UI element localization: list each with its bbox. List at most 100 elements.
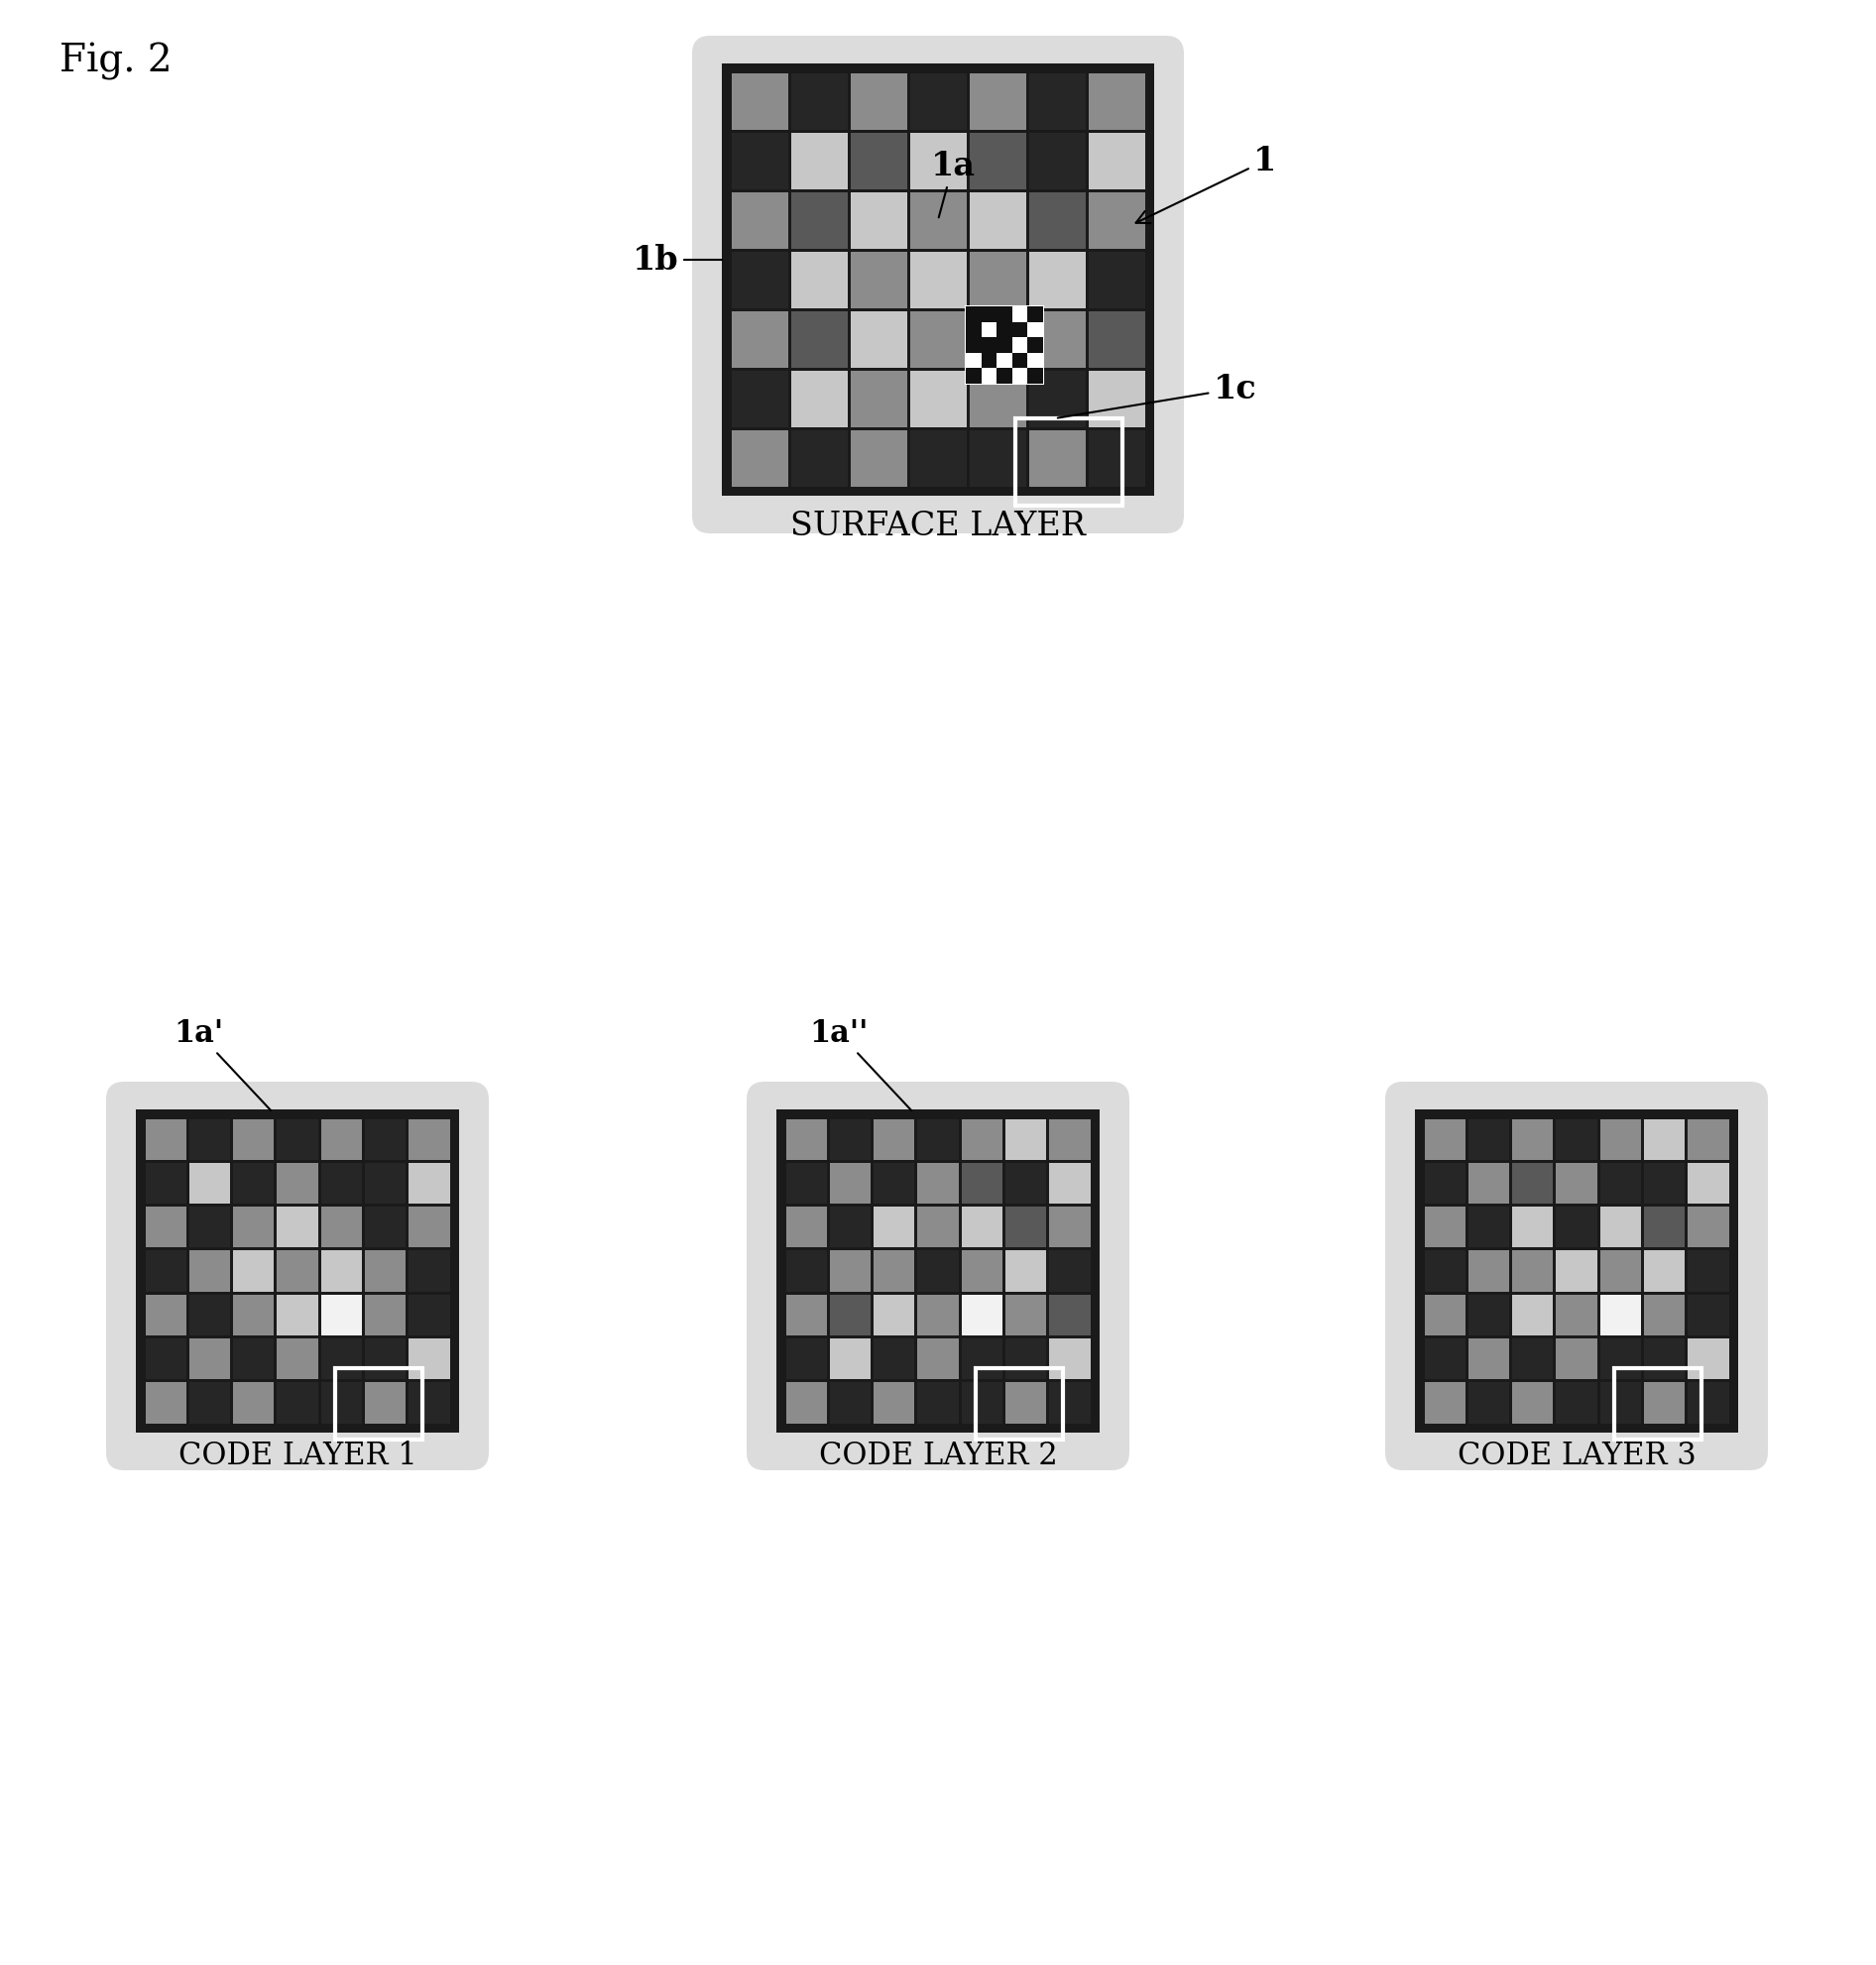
Bar (321, 1120, 362, 1159)
Bar (961, 1207, 1002, 1248)
Bar (786, 1338, 827, 1379)
Bar (1688, 1120, 1730, 1159)
Bar (910, 193, 966, 250)
FancyBboxPatch shape (1384, 1083, 1767, 1470)
Bar (144, 1163, 186, 1205)
Bar (1688, 1252, 1730, 1291)
Bar (829, 1207, 870, 1248)
Bar (961, 1338, 1002, 1379)
Bar (364, 1295, 405, 1336)
Bar (1028, 252, 1084, 309)
Bar (1688, 1163, 1730, 1205)
Bar (792, 312, 848, 367)
Bar (1613, 1368, 1702, 1440)
Bar (850, 371, 906, 428)
Bar (1424, 1295, 1465, 1336)
Bar (966, 307, 981, 322)
Bar (732, 430, 788, 487)
Bar (364, 1163, 405, 1205)
Bar (233, 1163, 274, 1205)
Text: 1a: 1a (930, 149, 976, 218)
Bar (1469, 1338, 1508, 1379)
Bar (966, 307, 1043, 385)
Bar (1643, 1295, 1685, 1336)
Bar (1049, 1163, 1090, 1205)
Bar (278, 1383, 317, 1423)
Bar (966, 338, 981, 354)
Bar (1600, 1207, 1642, 1248)
Bar (850, 430, 906, 487)
Bar (1013, 354, 1028, 369)
Bar (1600, 1163, 1642, 1205)
Bar (966, 369, 981, 385)
Bar (732, 312, 788, 367)
Bar (1028, 75, 1084, 130)
Bar (970, 312, 1026, 367)
Bar (189, 1383, 231, 1423)
Text: 1c: 1c (1058, 373, 1257, 419)
Bar (1415, 1110, 1739, 1432)
Bar (1088, 430, 1144, 487)
Bar (409, 1207, 450, 1248)
Bar (917, 1383, 959, 1423)
Bar (917, 1207, 959, 1248)
Bar (1688, 1207, 1730, 1248)
Bar (1512, 1383, 1553, 1423)
Bar (144, 1383, 186, 1423)
Bar (144, 1120, 186, 1159)
Text: 1b: 1b (632, 244, 722, 277)
Text: 1: 1 (1135, 145, 1278, 224)
Bar (829, 1383, 870, 1423)
Bar (1643, 1338, 1685, 1379)
Bar (874, 1383, 915, 1423)
Bar (792, 430, 848, 487)
Bar (970, 75, 1026, 130)
Bar (1006, 1163, 1047, 1205)
Bar (917, 1252, 959, 1291)
Bar (874, 1295, 915, 1336)
Bar (233, 1338, 274, 1379)
Bar (1600, 1295, 1642, 1336)
Bar (321, 1207, 362, 1248)
Bar (189, 1163, 231, 1205)
Bar (409, 1252, 450, 1291)
Bar (1555, 1338, 1596, 1379)
Bar (1006, 1120, 1047, 1159)
Bar (961, 1120, 1002, 1159)
Text: CODE LAYER 1: CODE LAYER 1 (178, 1440, 416, 1470)
Bar (1028, 369, 1043, 385)
Bar (278, 1207, 317, 1248)
Bar (1013, 322, 1028, 338)
Bar (1049, 1338, 1090, 1379)
Bar (1469, 1252, 1508, 1291)
Bar (966, 322, 981, 338)
Bar (961, 1383, 1002, 1423)
Bar (1028, 134, 1084, 191)
Bar (409, 1338, 450, 1379)
Bar (321, 1383, 362, 1423)
Bar (409, 1163, 450, 1205)
Bar (722, 65, 1154, 497)
Bar (1424, 1252, 1465, 1291)
Bar (1028, 312, 1084, 367)
Bar (792, 75, 848, 130)
Bar (970, 371, 1026, 428)
Bar (1469, 1163, 1508, 1205)
Bar (233, 1120, 274, 1159)
Bar (1424, 1163, 1465, 1205)
Bar (1006, 1207, 1047, 1248)
Bar (786, 1207, 827, 1248)
Bar (1643, 1163, 1685, 1205)
Bar (732, 75, 788, 130)
Bar (850, 134, 906, 191)
Bar (1424, 1383, 1465, 1423)
Bar (1600, 1383, 1642, 1423)
Bar (792, 193, 848, 250)
Bar (1512, 1295, 1553, 1336)
Bar (409, 1120, 450, 1159)
Bar (1643, 1120, 1685, 1159)
Bar (850, 193, 906, 250)
Bar (1600, 1252, 1642, 1291)
Bar (1512, 1207, 1553, 1248)
Bar (278, 1295, 317, 1336)
